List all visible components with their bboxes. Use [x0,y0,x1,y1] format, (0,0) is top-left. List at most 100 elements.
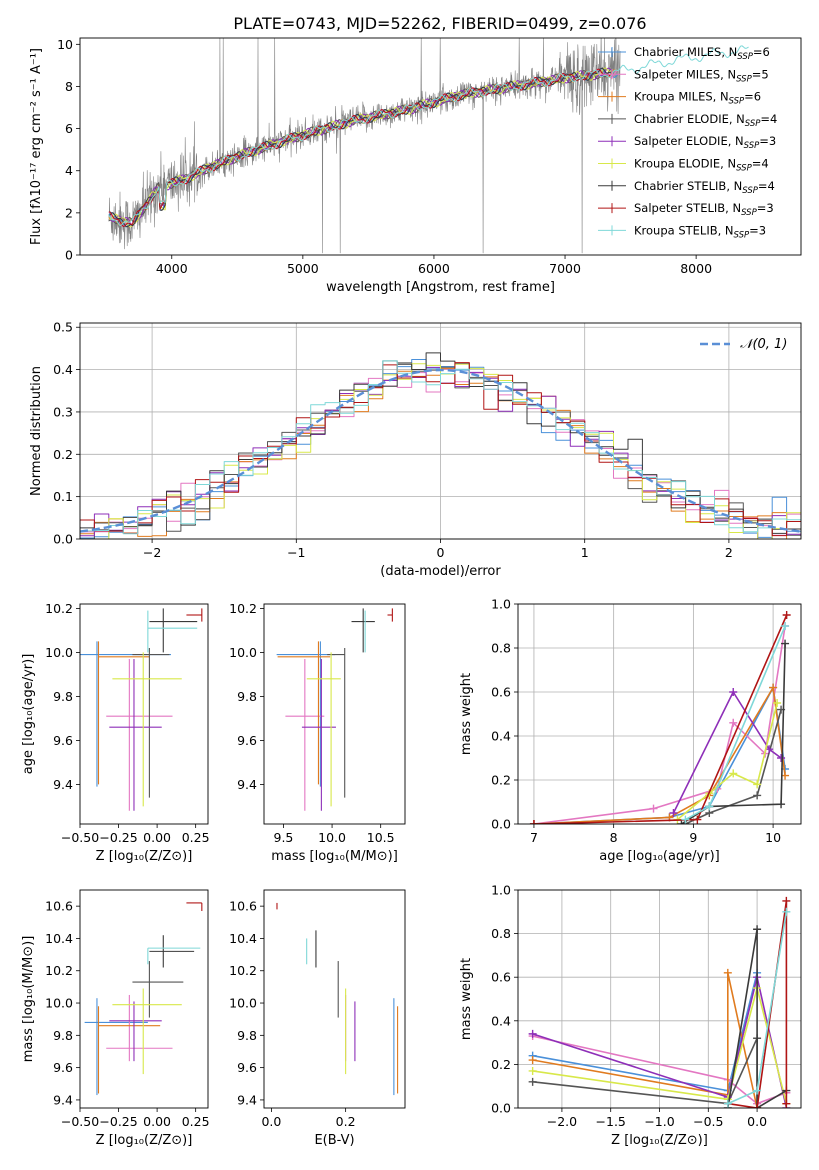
weight-marker [753,791,762,800]
spectrum-model-line [108,69,618,226]
legend-entry: Kroupa ELODIE, NSSP=4 [634,157,769,174]
weight-marker [681,815,690,824]
x-tick-label: 2 [725,545,733,560]
chart-mass-vs-Z: −0.50 −0.25 0.00 0.25 9.4 9.6 9.8 10.0 10.2 10.4 1… [21,889,210,1148]
spectrum-model-line [108,68,612,224]
x-axis-label: mass [log₁₀(M/M⊙)] [271,849,398,864]
y-tick-label: 9.4 [237,1092,257,1107]
weight-marker [723,968,732,977]
weight-marker [781,622,790,630]
plot-area [108,38,749,254]
x-tick-label: 0.0 [747,1114,767,1129]
weight-marker [769,683,778,692]
weight-marker [705,802,714,811]
y-tick-label: 2 [65,205,73,220]
weight-line [672,691,782,814]
weight-marker [693,815,702,824]
y-tick-label: 9.4 [53,777,73,792]
y-tick-label: 4 [65,163,73,178]
weight-series [529,611,791,824]
plot-area [84,902,203,1096]
y-tick-label: 0.4 [53,362,73,377]
y-tick-label: 10.0 [45,645,73,660]
x-tick-label: −0.50 [61,830,99,845]
x-tick-label: −0.50 [61,1114,99,1129]
weight-marker [677,820,686,824]
weight-marker [782,1099,791,1108]
x-tick-label: 10.5 [367,830,395,845]
x-tick-label: 0.25 [182,1114,210,1129]
y-tick-label: 10.4 [45,931,73,946]
errorbar-point [351,608,375,653]
errorbar-point [306,652,341,807]
errorbar-point [147,610,198,653]
x-tick-label: 5000 [287,261,319,276]
weight-line [532,987,788,1104]
errorbar-point [186,608,203,622]
x-axis-label: wavelength [Angstrom, rest frame] [326,280,555,295]
y-tick-label: 0.2 [53,447,73,462]
plot-area [276,902,399,1096]
y-tick-label: 9.4 [237,777,257,792]
weight-marker [781,639,790,648]
x-tick-label: 1 [581,545,589,560]
spectrum-model-line [108,67,611,228]
weight-marker [528,1077,537,1086]
weight-marker [529,820,538,824]
chart-residuals: −2 −1 0 1 2 0.0 0.1 0.2 0.3 0.4 0.5 (data-model)/er… [29,320,802,579]
y-tick-label: 10.2 [229,601,257,616]
axes-frame [79,603,209,825]
weight-marker [782,896,791,905]
x-axis-label: age [log₁₀(age/yr)] [599,849,720,864]
errorbar-point [285,659,325,811]
x-axis-label: E(B-V) [314,1133,354,1148]
weight-marker [777,754,786,762]
y-axis-label: Normed distribution [29,366,44,496]
weight-marker [777,800,786,809]
plot-area [80,608,203,811]
y-tick-label: 9.8 [237,689,257,704]
legend-entry: Salpeter MILES, NSSP=5 [634,67,769,84]
errorbar-point [132,961,184,1018]
legend-entry: Kroupa STELIB, NSSP=3 [634,223,766,240]
x-tick-label: −1.5 [596,1114,626,1129]
weight-marker [782,611,791,619]
weight-marker [753,780,762,789]
x-tick-label: −0.25 [99,830,137,845]
legend-entry: Kroupa MILES, NSSP=6 [634,90,761,107]
axes-frame [517,889,802,1109]
weight-series [723,907,791,1108]
x-tick-label: −1 [287,545,305,560]
y-tick-label: 9.6 [53,1060,73,1075]
legend-entry: Salpeter ELODIE, NSSP=3 [634,134,776,151]
x-tick-label: 0.25 [182,830,210,845]
weight-series [669,688,786,817]
x-tick-label: 9 [689,830,697,845]
y-tick-label: 10.0 [229,645,257,660]
errorbar-point [84,998,148,1096]
legend-entry: Chabrier MILES, NSSP=6 [634,45,770,62]
y-axis-label: age [log₁₀(age/yr)] [21,654,36,775]
x-tick-label: 7000 [549,261,581,276]
x-tick-label: 7 [530,830,538,845]
axes-frame [79,322,802,540]
y-tick-label: 9.6 [53,733,73,748]
histogram-step [80,360,801,539]
normal-curve [80,368,801,533]
legend-entry: 𝒩(0, 1) [740,337,787,352]
weight-marker [753,925,762,934]
y-tick-label: 9.8 [53,1028,73,1043]
legend-entry: Chabrier STELIB, NSSP=4 [634,179,775,196]
plot-area [529,611,791,824]
x-tick-label: 8 [610,830,618,845]
weight-marker [723,1099,732,1108]
errorbar-point [276,641,335,787]
errorbar-point [112,988,182,1075]
y-tick-label: 10.6 [229,899,257,914]
y-tick-label: 0.1 [53,489,73,504]
y-tick-label: 10.6 [45,899,73,914]
errorbar-point [106,659,173,811]
axes-frame [263,603,406,825]
x-tick-label: 0.00 [143,1114,171,1129]
y-tick-label: 0.6 [491,685,511,700]
